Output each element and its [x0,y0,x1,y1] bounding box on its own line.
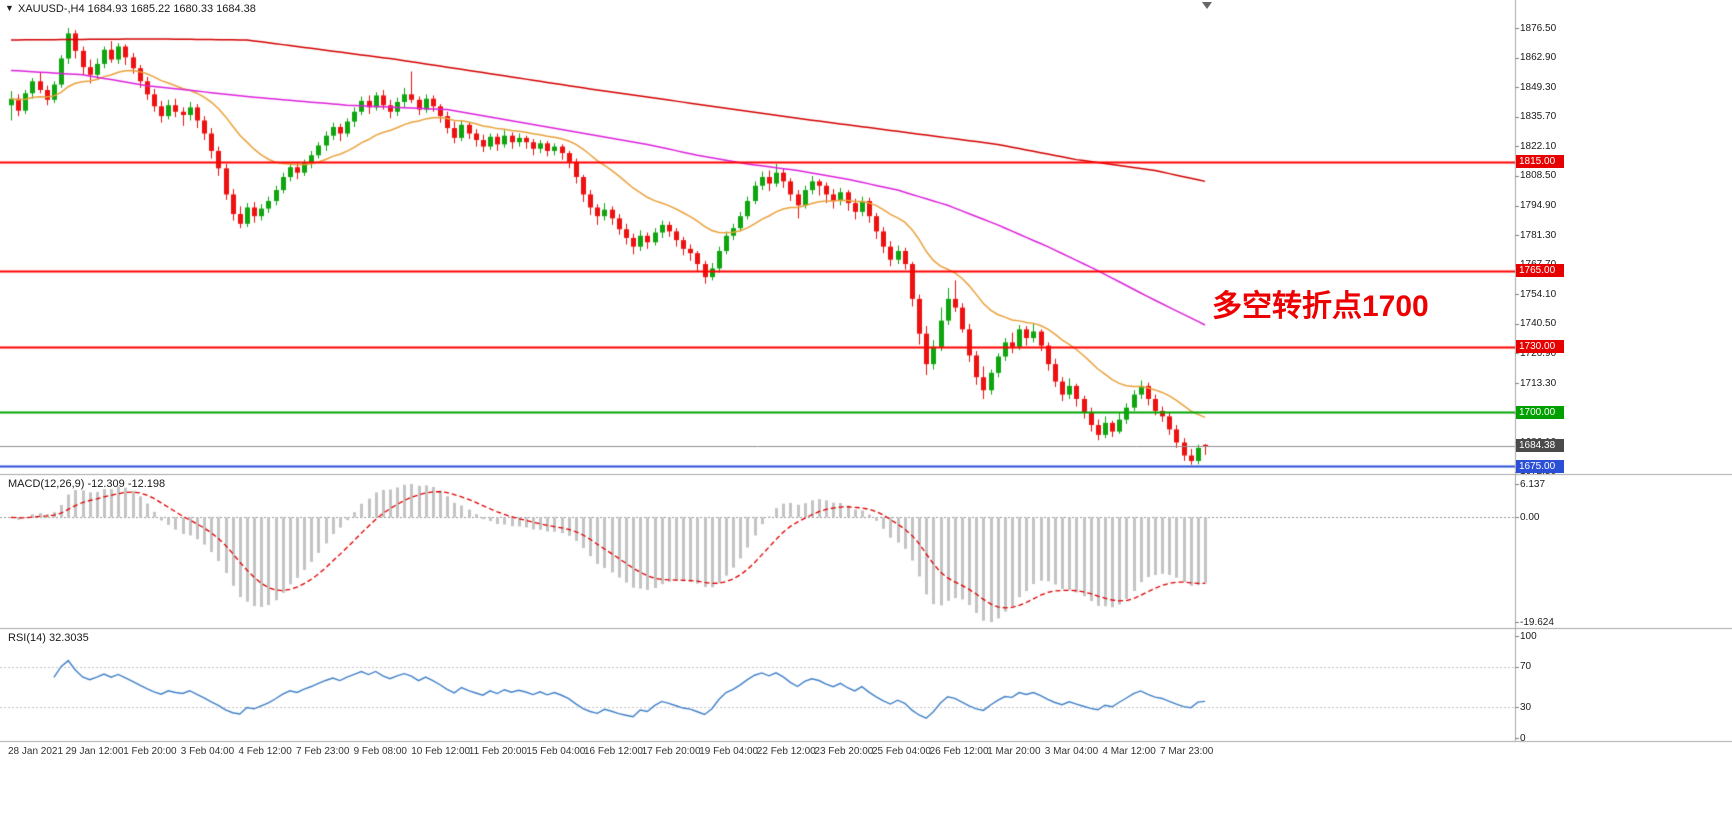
price-tag: 1730.00 [1516,340,1564,354]
price-axis[interactable]: 1876.50 1862.90 1849.30 1835.70 1822.10 1808.… [1515,0,1732,744]
time-axis-label: 9 Feb 08:00 [353,746,407,757]
price-axis-label: 1726.90 [1520,347,1557,359]
time-axis-label: 11 Feb 20:00 [468,746,527,757]
time-axis-label: 15 Feb 04:00 [526,746,586,757]
rsi-indicator-label: RSI(14) 32.3035 [8,632,89,644]
rsi-axis-label: 100 [1520,630,1537,642]
time-axis-label: 26 Feb 12:00 [929,746,989,757]
time-axis-label: 23 Feb 20:00 [814,746,874,757]
price-axis-label: 1808.50 [1520,170,1557,182]
price-tag: 1815.00 [1516,155,1564,169]
time-axis-label: 10 Feb 12:00 [411,746,471,757]
time-axis-label: 19 Feb 04:00 [699,746,759,757]
symbol-menu-icon[interactable]: ▼ [5,3,14,13]
time-axis-label: 16 Feb 12:00 [584,746,643,757]
current-price-tag: 1684.38 [1516,439,1564,453]
time-axis-label: 3 Feb 04:00 [180,746,235,757]
price-tag: 1765.00 [1516,264,1564,278]
price-axis-label: 1713.30 [1520,377,1557,389]
price-axis-label: 1740.50 [1520,318,1557,330]
time-axis-label: 4 Feb 12:00 [238,746,292,757]
macd-indicator-label: MACD(12,26,9) -12.309 -12.198 [8,478,166,490]
time-axis-label: 1 Mar 20:00 [987,746,1041,757]
time-axis-label: 17 Feb 20:00 [641,746,701,757]
price-tag: 1700.00 [1516,405,1564,419]
time-axis-label: 28 Jan 2021 [8,746,64,757]
chart-annotation-text: 多空转折点1700 [1212,290,1429,323]
price-axis-label: 1835.70 [1520,111,1557,123]
time-axis-label: 7 Feb 23:00 [296,746,350,757]
time-axis-label: 7 Mar 23:00 [1160,746,1214,757]
price-axis-label: 1822.10 [1520,140,1557,152]
time-axis[interactable]: 28 Jan 2021 29 Jan 12:00 1 Feb 20:00 3 Feb … [0,742,1732,764]
chart-title: XAUUSD-,H4 1684.93 1685.22 1680.33 1684.… [18,3,256,15]
chart-shift-marker-icon[interactable] [1202,2,1212,9]
rsi-axis-label: 70 [1520,661,1532,673]
macd-axis-zero-label: 0.00 [1520,511,1540,523]
price-axis-label: 1781.30 [1520,229,1557,241]
price-axis-label: 1794.90 [1520,200,1557,212]
macd-axis-max-label: 6.137 [1520,478,1546,490]
rsi-axis-label: 0 [1520,732,1526,744]
price-axis-label: 1754.10 [1520,288,1557,300]
time-axis-label: 22 Feb 12:00 [756,746,816,757]
price-axis-label: 1876.50 [1520,22,1557,34]
rsi-axis-label: 30 [1520,701,1532,713]
time-axis-label: 4 Mar 12:00 [1102,746,1156,757]
time-axis-label: 1 Feb 20:00 [123,746,177,757]
macd-axis-min-label: -19.624 [1520,616,1554,628]
time-axis-label: 29 Jan 12:00 [65,746,124,757]
time-axis-label: 3 Mar 04:00 [1044,746,1099,757]
time-axis-label: 25 Feb 04:00 [872,746,931,757]
price-axis-label: 1862.90 [1520,52,1557,64]
price-tag: 1675.00 [1516,459,1564,473]
price-axis-label: 1849.30 [1520,81,1557,93]
